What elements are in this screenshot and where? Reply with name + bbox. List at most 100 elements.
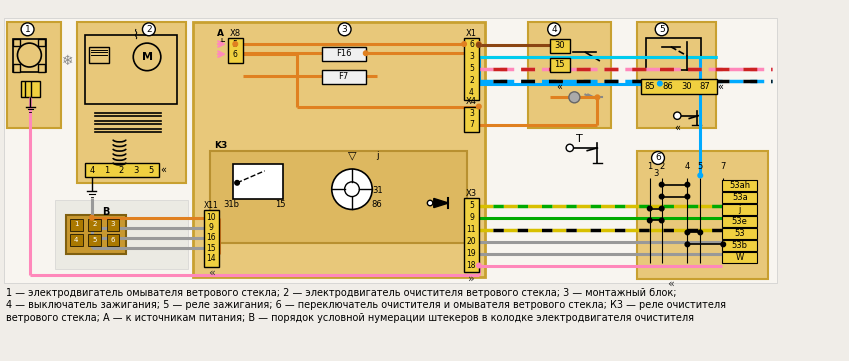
Text: ветрового стекла; А — к источникам питания; В — порядок условной нумерации штеке: ветрового стекла; А — к источникам питан…: [5, 313, 694, 323]
Text: 3: 3: [133, 166, 138, 175]
Text: 85: 85: [644, 82, 655, 91]
Text: «: «: [667, 279, 674, 289]
Circle shape: [685, 182, 689, 187]
Text: 7: 7: [469, 121, 474, 129]
Circle shape: [345, 182, 359, 197]
Bar: [8, 22, 60, 128]
Text: 4: 4: [74, 237, 78, 243]
Text: 3: 3: [342, 25, 347, 34]
Circle shape: [673, 112, 681, 119]
Circle shape: [133, 43, 160, 71]
Circle shape: [548, 23, 560, 36]
Text: »: »: [468, 273, 475, 283]
Circle shape: [476, 43, 481, 47]
Text: 1: 1: [104, 166, 110, 175]
Text: 2: 2: [469, 76, 474, 85]
Circle shape: [363, 51, 368, 56]
Text: 4 — выключатель зажигания; 5 — реле зажигания; 6 — переключатель очистителя и ом: 4 — выключатель зажигания; 5 — реле зажи…: [5, 300, 726, 310]
Text: «: «: [674, 123, 680, 132]
Text: 16: 16: [206, 234, 216, 243]
Text: 5: 5: [698, 162, 703, 171]
Circle shape: [476, 42, 481, 46]
Bar: [88, 234, 101, 246]
Text: 4: 4: [89, 166, 94, 175]
Text: 30: 30: [681, 82, 692, 91]
Text: W: W: [736, 253, 744, 262]
Text: F7: F7: [339, 72, 349, 81]
Bar: [722, 180, 757, 191]
Text: 86: 86: [663, 82, 673, 91]
Bar: [637, 22, 716, 128]
Text: X11: X11: [204, 201, 219, 210]
Bar: [193, 22, 486, 278]
Text: 2: 2: [146, 25, 152, 34]
Bar: [13, 64, 20, 71]
Circle shape: [143, 23, 155, 36]
Bar: [37, 39, 45, 46]
Text: 4: 4: [551, 25, 557, 34]
Bar: [210, 151, 467, 243]
Bar: [722, 228, 757, 239]
Bar: [322, 47, 366, 61]
Circle shape: [660, 194, 664, 199]
Circle shape: [721, 242, 726, 247]
Circle shape: [595, 95, 599, 100]
Text: 10: 10: [206, 213, 216, 222]
Bar: [464, 199, 479, 272]
Text: «: «: [717, 81, 723, 91]
Text: 9: 9: [469, 213, 474, 222]
Text: 3: 3: [469, 52, 474, 61]
Circle shape: [648, 218, 652, 223]
Circle shape: [660, 182, 664, 187]
Text: 15: 15: [554, 60, 565, 69]
Text: 1: 1: [647, 162, 652, 171]
Circle shape: [427, 200, 433, 206]
Text: 1: 1: [74, 221, 78, 227]
Text: 86: 86: [371, 200, 382, 209]
Text: +: +: [216, 37, 224, 47]
Bar: [77, 22, 186, 183]
Bar: [646, 38, 701, 70]
Text: 2: 2: [659, 162, 664, 171]
Bar: [642, 79, 717, 93]
Text: 31: 31: [373, 186, 383, 195]
Text: 53: 53: [734, 229, 745, 238]
Text: 53b: 53b: [732, 241, 748, 250]
Text: ⌇: ⌇: [132, 28, 138, 42]
Bar: [228, 38, 243, 63]
Bar: [464, 38, 479, 100]
Text: 3: 3: [110, 221, 115, 227]
Text: 5: 5: [93, 237, 97, 243]
Bar: [70, 234, 82, 246]
Text: 15: 15: [275, 200, 285, 209]
Circle shape: [90, 216, 94, 220]
Polygon shape: [434, 199, 448, 208]
Text: «: «: [208, 268, 215, 278]
Text: 6: 6: [233, 49, 238, 58]
Text: X3: X3: [466, 189, 477, 198]
Bar: [13, 39, 20, 46]
Bar: [637, 151, 768, 279]
Text: 53ah: 53ah: [729, 181, 751, 190]
Bar: [549, 39, 570, 53]
Text: 5: 5: [469, 64, 474, 73]
Circle shape: [657, 81, 662, 86]
Text: X4: X4: [466, 97, 477, 106]
Text: 6: 6: [469, 40, 474, 49]
Text: 1 — электродвигатель омывателя ветрового стекла; 2 — электродвигатель очистителя: 1 — электродвигатель омывателя ветрового…: [5, 288, 676, 297]
Text: 6: 6: [110, 237, 115, 243]
Bar: [37, 64, 45, 71]
Text: j: j: [739, 205, 741, 214]
Text: 4: 4: [469, 88, 474, 97]
Circle shape: [18, 43, 42, 67]
Circle shape: [648, 206, 652, 211]
Text: 87: 87: [700, 82, 711, 91]
Text: 6: 6: [655, 153, 661, 162]
Text: 30: 30: [554, 42, 565, 51]
Circle shape: [660, 218, 664, 223]
Bar: [88, 219, 101, 231]
Bar: [107, 219, 120, 231]
Text: 1: 1: [25, 25, 31, 34]
Circle shape: [655, 23, 668, 36]
Text: 18: 18: [467, 261, 476, 270]
